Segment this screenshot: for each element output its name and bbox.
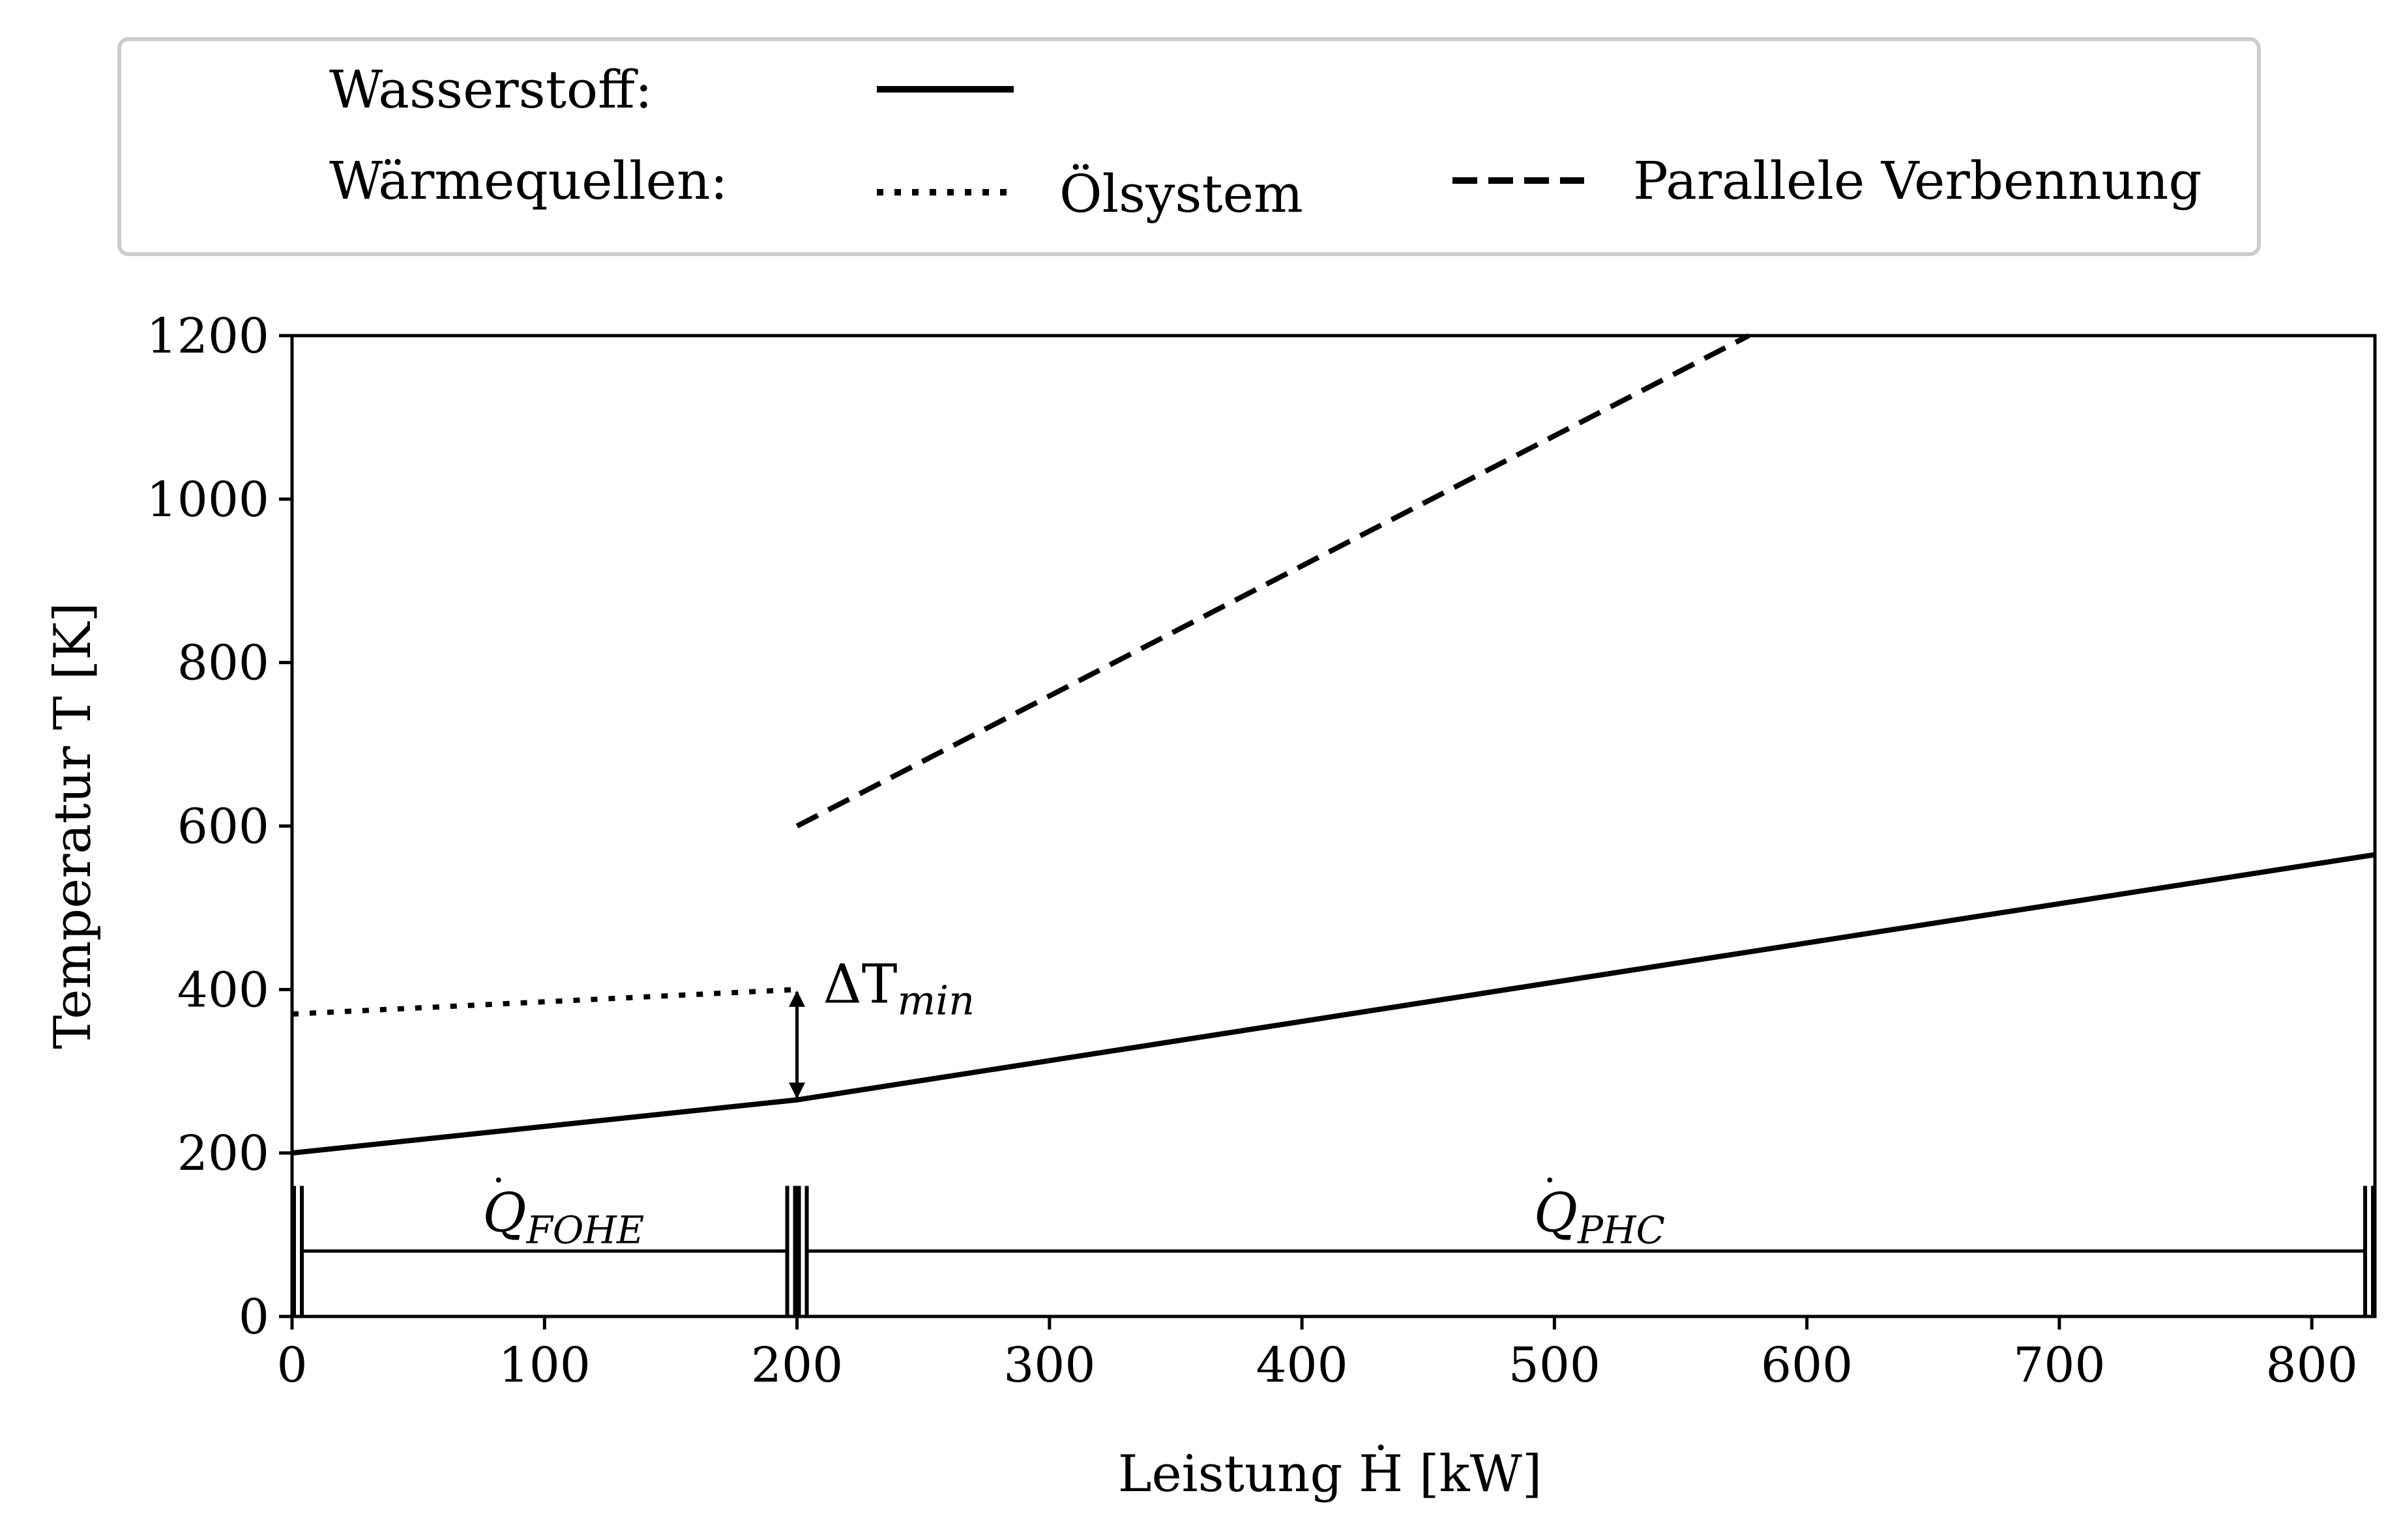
legend-row-label-hydrogen: Wasserstoff: xyxy=(329,59,653,120)
q-fohe-subscript: FOHE xyxy=(526,1208,645,1253)
series-line--lsystem xyxy=(291,987,797,1017)
q-fohe-label: QFOHE xyxy=(482,1183,644,1253)
y-tick-label-1000: 1000 xyxy=(147,472,269,528)
plot-frame xyxy=(290,334,2377,1318)
x-tick-label-600: 600 xyxy=(1761,1337,1853,1393)
legend-row-label-heat-sources: Wärmequellen: xyxy=(329,151,728,211)
y-tick-label-400: 400 xyxy=(177,962,269,1018)
series-line-parallele-verbennung xyxy=(795,333,1750,829)
y-axis-label: Temperatur T [K] xyxy=(44,602,102,1049)
x-tick-label-700: 700 xyxy=(2013,1337,2105,1393)
x-tick-label-400: 400 xyxy=(1256,1337,1348,1393)
x-tick-label-200: 200 xyxy=(751,1337,843,1393)
y-tick-label-0: 0 xyxy=(239,1289,269,1345)
q-phc-subscript: PHC xyxy=(1577,1208,1665,1253)
y-tick-label-200: 200 xyxy=(177,1126,269,1182)
y-tick-label-600: 600 xyxy=(177,799,269,855)
series-group xyxy=(291,333,2376,1156)
bracket-q-fohe xyxy=(292,1185,797,1316)
legend-frame xyxy=(117,37,2261,256)
y-axis: 0 200 400 600 800 1000 1200 xyxy=(147,308,292,1345)
q-phc-symbol: Q xyxy=(1534,1183,1578,1245)
y-tick-label-800: 800 xyxy=(177,635,269,691)
legend-entry-parallel-combustion: Parallele Verbennung xyxy=(1633,151,2202,211)
y-tick-label-1200: 1200 xyxy=(147,308,269,364)
q-phc-label: QPHC xyxy=(1534,1183,1665,1253)
x-tick-label-500: 500 xyxy=(1509,1337,1600,1393)
q-fohe-dot: · xyxy=(492,1158,505,1204)
delta-t-label: ΔTmin xyxy=(823,953,975,1024)
x-tick-label-100: 100 xyxy=(499,1337,591,1393)
x-axis-label: Leistung Ḣ [kW] xyxy=(1118,1444,1542,1504)
legend: Wasserstoff: Wärmequellen: Ölsystem Para… xyxy=(117,37,2261,256)
bracket-q-phc xyxy=(797,1185,2375,1316)
delta-t-symbol: ΔT xyxy=(823,953,898,1015)
q-phc-dot: · xyxy=(1544,1158,1556,1204)
x-tick-label-300: 300 xyxy=(1003,1337,1095,1393)
legend-entry-oil-system: Ölsystem xyxy=(1059,163,1303,224)
series-line-wasserstoff xyxy=(291,852,2376,1156)
annotations: ΔTmin QFOHE QPHC · · xyxy=(292,953,2375,1316)
q-fohe-symbol: Q xyxy=(482,1183,526,1245)
x-axis: 0 100 200 300 400 500 600 700 800 xyxy=(276,1316,2358,1393)
x-tick-label-800: 800 xyxy=(2266,1337,2358,1393)
delta-t-subscript: min xyxy=(897,976,975,1024)
x-tick-label-0: 0 xyxy=(276,1337,307,1393)
